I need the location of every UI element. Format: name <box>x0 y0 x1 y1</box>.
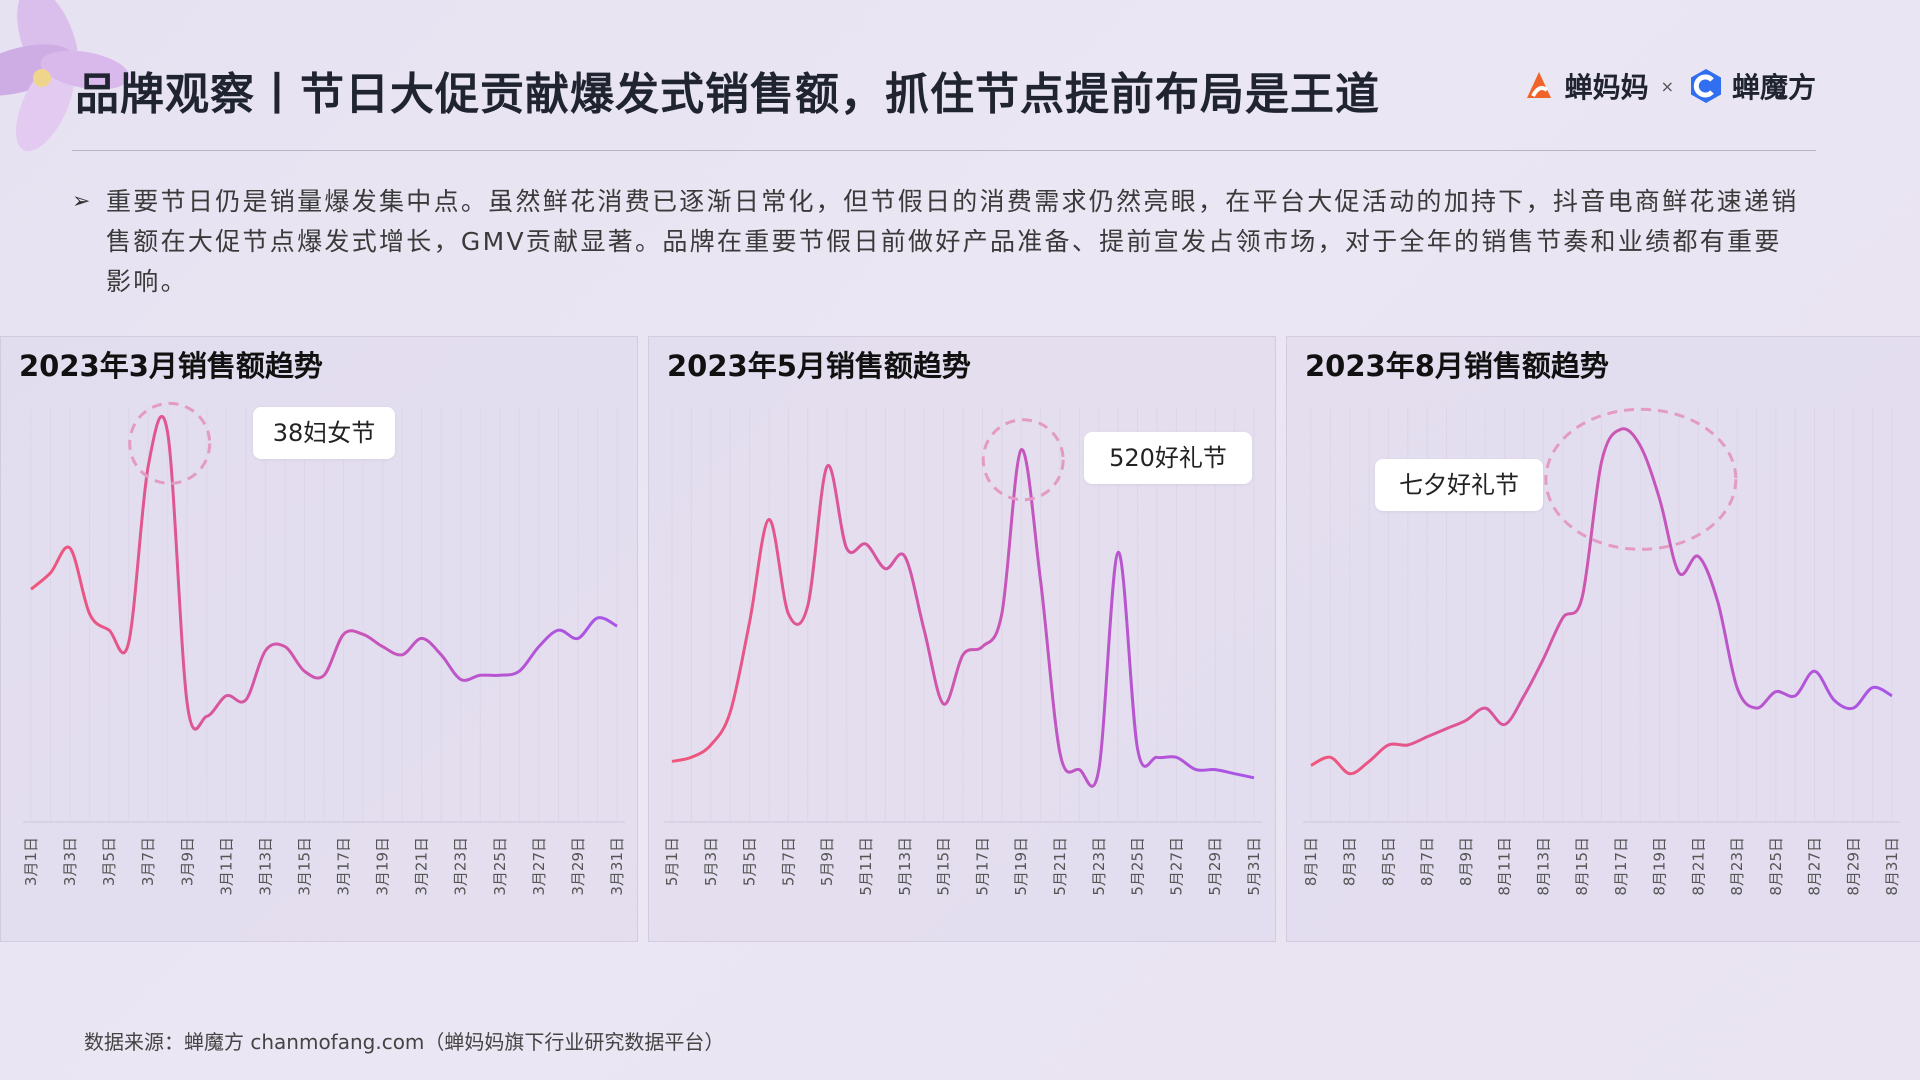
series-line <box>1310 427 1893 776</box>
x-tick-label: 3月19日 <box>374 837 392 896</box>
chart-title-may: 2023年5月销售额趋势 <box>667 349 971 383</box>
x-tick-label: 8月21日 <box>1689 837 1707 896</box>
x-tick-label: 5月25日 <box>1129 837 1147 896</box>
chart-title-march: 2023年3月销售额趋势 <box>19 349 323 383</box>
x-tick-label: 8月7日 <box>1418 837 1436 886</box>
callout-may: 520好礼节 <box>1084 432 1252 484</box>
x-tick-label: 8月25日 <box>1767 837 1785 896</box>
x-tick-label: 8月31日 <box>1883 837 1901 896</box>
x-tick-label: 8月17日 <box>1612 837 1630 896</box>
x-tick-label: 3月5日 <box>100 837 118 886</box>
x-tick-label: 5月29日 <box>1206 837 1224 896</box>
x-tick-label: 3月15日 <box>295 837 313 896</box>
x-tick-label: 3月31日 <box>608 837 626 896</box>
chanmofang-logo-icon <box>1690 69 1721 103</box>
x-tick-label: 8月29日 <box>1844 837 1862 896</box>
logo-separator: × <box>1660 76 1674 96</box>
x-tick-label: 5月5日 <box>741 837 759 886</box>
x-tick-label: 8月15日 <box>1573 837 1591 896</box>
x-tick-label: 5月31日 <box>1245 837 1263 896</box>
callout-march: 38妇女节 <box>253 407 395 459</box>
chanmofang-logo: 蝉魔方 <box>1686 66 1816 106</box>
chanmama-logo-icon <box>1526 72 1551 98</box>
x-tick-label: 3月27日 <box>530 837 548 896</box>
x-tick-label: 5月23日 <box>1090 837 1108 896</box>
x-tick-label: 5月7日 <box>779 837 797 886</box>
highlight-circle <box>981 418 1065 502</box>
x-tick-label: 3月17日 <box>335 837 353 896</box>
chart-march: 3月1日 3月3日 3月5日 3月7日 3月9日 3月11日 3月13日 3月15日 3月17日… <box>22 401 626 896</box>
callout-august: 七夕好礼节 <box>1375 459 1543 511</box>
x-tick-label: 5月15日 <box>935 837 953 896</box>
brand-logos: 蝉妈妈 × 蝉魔方 <box>1519 62 1816 110</box>
x-tick-label: 8月1日 <box>1302 837 1320 886</box>
chanmama-logo-text: 蝉妈妈 <box>1564 71 1649 104</box>
series-line <box>671 448 1255 788</box>
x-tick-label: 8月23日 <box>1728 837 1746 896</box>
chart-may: 5月1日 5月3日 5月5日 5月7日 5月9日 5月11日 5月13日 5月15日 5月17日… <box>663 407 1263 896</box>
flower-decoration <box>0 0 130 152</box>
page-title: 品牌观察丨节日大促贡献爆发式销售额，抓住节点提前布局是王道 <box>75 69 1380 120</box>
x-tick-label: 5月17日 <box>973 837 991 896</box>
x-tick-label: 8月19日 <box>1651 837 1669 896</box>
x-tick-label: 3月9日 <box>178 837 196 886</box>
x-tick-label: 8月27日 <box>1806 837 1824 896</box>
x-tick-label: 5月19日 <box>1012 837 1030 896</box>
x-tick-label: 8月5日 <box>1379 837 1397 886</box>
x-tick-label: 3月1日 <box>22 837 40 886</box>
chart-panel-may: 2023年5月销售额趋势 5月1日 5月3日 5月5日 5月7日 5月9日 5月11日 5月… <box>648 336 1276 942</box>
bullet-arrow-icon: ➢ <box>72 189 91 214</box>
x-tick-label: 3月13日 <box>256 837 274 896</box>
chanmofang-logo-text: 蝉魔方 <box>1731 71 1816 104</box>
chart-august: 8月1日 8月3日 8月5日 8月7日 8月9日 8月11日 8月13日 8月15日 8月17日… <box>1302 407 1901 896</box>
x-tick-label: 5月3日 <box>702 837 720 886</box>
intro-paragraph: ➢ 重要节日仍是销量爆发集中点。虽然鲜花消费已逐渐日常化，但节假日的消费需求仍然… <box>72 182 1832 302</box>
x-tick-label: 5月9日 <box>818 837 836 886</box>
x-tick-label: 3月11日 <box>217 837 235 896</box>
highlight-circle <box>128 401 212 485</box>
chart-title-august: 2023年8月销售额趋势 <box>1305 349 1609 383</box>
x-tick-label: 5月21日 <box>1051 837 1069 896</box>
intro-text: 重要节日仍是销量爆发集中点。虽然鲜花消费已逐渐日常化，但节假日的消费需求仍然亮眼… <box>106 187 1799 296</box>
x-tick-label: 3月23日 <box>452 837 470 896</box>
x-tick-label: 5月11日 <box>857 837 875 896</box>
x-tick-label: 3月29日 <box>569 837 587 896</box>
chanmama-logo: 蝉妈妈 <box>1519 66 1649 106</box>
x-tick-label: 3月25日 <box>491 837 509 896</box>
x-tick-label: 8月3日 <box>1341 837 1359 886</box>
x-tick-label: 3月7日 <box>139 837 157 886</box>
series-line <box>30 415 618 731</box>
x-tick-label: 8月9日 <box>1457 837 1475 886</box>
x-tick-label: 5月1日 <box>663 837 681 886</box>
x-tick-label: 8月11日 <box>1496 837 1514 896</box>
x-tick-label: 3月21日 <box>413 837 431 896</box>
x-tick-label: 5月27日 <box>1167 837 1185 896</box>
chart-panel-march: 2023年3月销售额趋势 3月1日 3月3日 3月5日 3月7日 3月9日 3月11日 3月… <box>0 336 638 942</box>
x-tick-label: 5月13日 <box>896 837 914 896</box>
highlight-circle <box>1544 407 1738 551</box>
x-tick-label: 3月3日 <box>61 837 79 886</box>
title-divider <box>72 150 1816 151</box>
x-tick-label: 8月13日 <box>1534 837 1552 896</box>
data-source: 数据来源：蝉魔方 chanmofang.com（蝉妈妈旗下行业研究数据平台） <box>84 1030 725 1054</box>
chart-panel-august: 2023年8月销售额趋势 8月1日 8月3日 8月5日 8月7日 8月9日 8月11日 8月… <box>1286 336 1920 942</box>
